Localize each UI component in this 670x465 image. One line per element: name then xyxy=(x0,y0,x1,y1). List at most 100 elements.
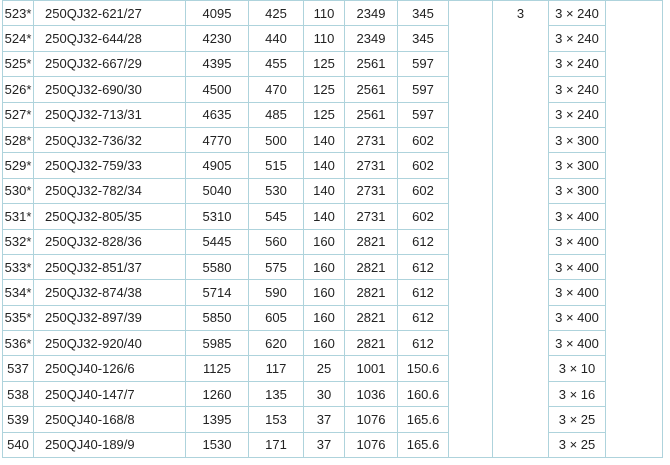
cell-cable-spec: 3 × 300 xyxy=(548,177,606,205)
cell-value6: 2821 xyxy=(344,304,398,332)
cell-value7: 602 xyxy=(397,152,449,179)
cell-head: 455 xyxy=(248,50,304,78)
cell-row-no: 528* xyxy=(2,126,34,154)
cell-power: 37 xyxy=(303,406,345,433)
table-row: 527* 250QJ32-713/31 4635 485 125 2561 597 3 × 2… xyxy=(2,101,663,128)
cell-row-no: 523* xyxy=(2,0,34,27)
cell-power: 140 xyxy=(303,126,345,154)
cell-model: 250QJ40-168/8 xyxy=(33,406,186,433)
cell-value6: 2731 xyxy=(344,177,398,205)
cell-model: 250QJ32-920/40 xyxy=(33,330,186,357)
cell-value6: 2821 xyxy=(344,228,398,255)
cell-flow: 4770 xyxy=(185,126,249,154)
cell-row-no: 526* xyxy=(2,76,34,103)
cell-model: 250QJ32-713/31 xyxy=(33,101,186,128)
cell-cable-spec: 3 × 240 xyxy=(548,25,606,52)
cell-model: 250QJ32-805/35 xyxy=(33,203,186,230)
cell-value7: 150.6 xyxy=(397,355,449,382)
cell-value7: 597 xyxy=(397,76,449,103)
table-row: 529* 250QJ32-759/33 4905 515 140 2731 602 3 × 3… xyxy=(2,152,663,179)
cell-flow: 5310 xyxy=(185,203,249,230)
cell-power: 25 xyxy=(303,355,345,382)
cell-value7: 597 xyxy=(397,101,449,128)
table-row: 528* 250QJ32-736/32 4770 500 140 2731 602 3 × 3… xyxy=(2,126,663,154)
cell-head: 560 xyxy=(248,228,304,255)
cell-flow: 1395 xyxy=(185,406,249,433)
cell-model: 250QJ40-147/7 xyxy=(33,380,186,408)
cell-model: 250QJ32-667/29 xyxy=(33,50,186,78)
cell-flow: 5985 xyxy=(185,330,249,357)
cell-cable-spec: 3 × 300 xyxy=(548,152,606,179)
cell-power: 140 xyxy=(303,177,345,205)
cell-flow: 5040 xyxy=(185,177,249,205)
table-row: 539 250QJ40-168/8 1395 153 37 1076 165.6 3 × 25 xyxy=(2,406,663,433)
cell-power: 160 xyxy=(303,330,345,357)
cell-value7: 602 xyxy=(397,126,449,154)
cell-value7: 345 xyxy=(397,25,449,52)
cell-value6: 1076 xyxy=(344,431,398,459)
cell-head: 171 xyxy=(248,431,304,459)
cell-head: 425 xyxy=(248,0,304,27)
cell-power: 160 xyxy=(303,279,345,306)
cell-flow: 1260 xyxy=(185,380,249,408)
cell-value6: 2561 xyxy=(344,101,398,128)
table-row: 530* 250QJ32-782/34 5040 530 140 2731 602 3 × 3… xyxy=(2,177,663,205)
cell-row-no: 527* xyxy=(2,101,34,128)
cell-head: 500 xyxy=(248,126,304,154)
cell-model: 250QJ32-828/36 xyxy=(33,228,186,255)
cell-value7: 602 xyxy=(397,203,449,230)
cell-model: 250QJ32-644/28 xyxy=(33,25,186,52)
cell-head: 440 xyxy=(248,25,304,52)
cell-row-no: 531* xyxy=(2,203,34,230)
cell-row-no: 533* xyxy=(2,253,34,281)
cell-cable-spec: 3 × 400 xyxy=(548,330,606,357)
cell-value7: 612 xyxy=(397,304,449,332)
pump-spec-table: 523* 250QJ32-621/27 4095 425 110 2349 345 3 3 × … xyxy=(2,0,663,459)
cable-cores-cell: 3 xyxy=(492,0,549,459)
cell-flow: 5445 xyxy=(185,228,249,255)
cell-flow: 5714 xyxy=(185,279,249,306)
cell-cable-spec: 3 × 400 xyxy=(548,253,606,281)
cell-cable-spec: 3 × 300 xyxy=(548,126,606,154)
table-row: 526* 250QJ32-690/30 4500 470 125 2561 597 3 × 2… xyxy=(2,76,663,103)
cell-row-no: 529* xyxy=(2,152,34,179)
cell-power: 110 xyxy=(303,0,345,27)
cell-value6: 2821 xyxy=(344,253,398,281)
cell-head: 605 xyxy=(248,304,304,332)
cell-row-no: 536* xyxy=(2,330,34,357)
cell-flow: 1530 xyxy=(185,431,249,459)
cell-value6: 2349 xyxy=(344,25,398,52)
cell-value7: 612 xyxy=(397,330,449,357)
table-body: 523* 250QJ32-621/27 4095 425 110 2349 345 3 3 × … xyxy=(2,0,663,459)
cell-power: 125 xyxy=(303,50,345,78)
cell-row-no: 540 xyxy=(2,431,34,459)
cell-value7: 612 xyxy=(397,279,449,306)
table-row: 533* 250QJ32-851/37 5580 575 160 2821 612 3 × 4… xyxy=(2,253,663,281)
cell-cable-spec: 3 × 240 xyxy=(548,0,606,27)
cell-value7: 345 xyxy=(397,0,449,27)
merged-empty-cell-left xyxy=(448,0,493,459)
cell-head: 575 xyxy=(248,253,304,281)
cell-cable-spec: 3 × 400 xyxy=(548,279,606,306)
cell-value6: 1001 xyxy=(344,355,398,382)
cell-head: 117 xyxy=(248,355,304,382)
cell-head: 485 xyxy=(248,101,304,128)
cell-row-no: 524* xyxy=(2,25,34,52)
cell-head: 153 xyxy=(248,406,304,433)
cell-head: 530 xyxy=(248,177,304,205)
cell-cable-spec: 3 × 400 xyxy=(548,203,606,230)
cell-cable-spec: 3 × 16 xyxy=(548,380,606,408)
table-row: 523* 250QJ32-621/27 4095 425 110 2349 345 3 3 × … xyxy=(2,0,663,459)
cell-head: 515 xyxy=(248,152,304,179)
cell-head: 590 xyxy=(248,279,304,306)
cell-value7: 165.6 xyxy=(397,431,449,459)
cell-cable-spec: 3 × 400 xyxy=(548,228,606,255)
cell-row-no: 539 xyxy=(2,406,34,433)
cell-row-no: 538 xyxy=(2,380,34,408)
table-row: 532* 250QJ32-828/36 5445 560 160 2821 612 3 × 4… xyxy=(2,228,663,255)
table-row: 538 250QJ40-147/7 1260 135 30 1036 160.6 3 × 16 xyxy=(2,380,663,408)
cell-flow: 4230 xyxy=(185,25,249,52)
cell-cable-spec: 3 × 25 xyxy=(548,431,606,459)
cell-value6: 2731 xyxy=(344,152,398,179)
cell-value7: 160.6 xyxy=(397,380,449,408)
